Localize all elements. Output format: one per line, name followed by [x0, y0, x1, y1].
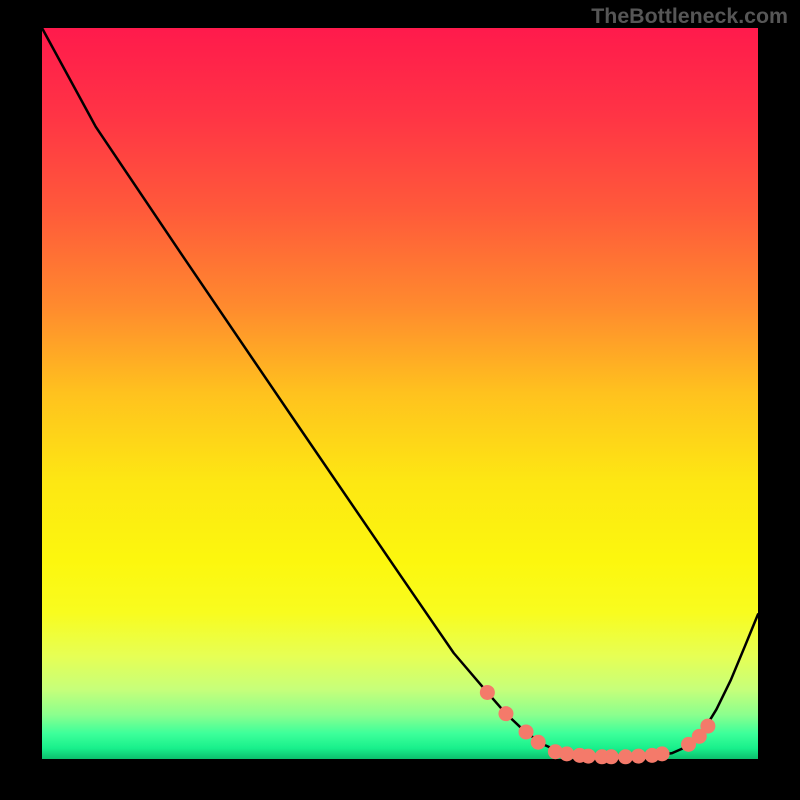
data-marker	[618, 749, 633, 764]
data-marker	[498, 706, 513, 721]
data-marker	[581, 749, 596, 764]
watermark-text: TheBottleneck.com	[591, 4, 788, 29]
data-marker	[604, 749, 619, 764]
data-marker	[700, 719, 715, 734]
chart-root: TheBottleneck.com	[0, 0, 800, 800]
data-marker	[531, 735, 546, 750]
data-marker	[480, 685, 495, 700]
data-marker	[559, 746, 574, 761]
plot-area-gradient	[42, 28, 758, 759]
data-marker	[655, 746, 670, 761]
data-marker	[519, 724, 534, 739]
data-marker	[631, 749, 646, 764]
chart-svg	[0, 0, 800, 800]
